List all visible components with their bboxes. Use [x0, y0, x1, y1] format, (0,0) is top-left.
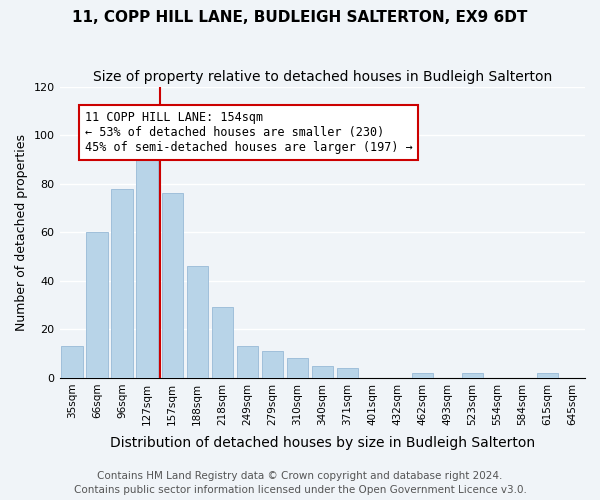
Bar: [287, 358, 308, 378]
Bar: [311, 366, 333, 378]
Bar: [112, 188, 133, 378]
Text: 11 COPP HILL LANE: 154sqm
← 53% of detached houses are smaller (230)
45% of semi: 11 COPP HILL LANE: 154sqm ← 53% of detac…: [85, 111, 412, 154]
Text: 11, COPP HILL LANE, BUDLEIGH SALTERTON, EX9 6DT: 11, COPP HILL LANE, BUDLEIGH SALTERTON, …: [73, 10, 527, 25]
Bar: [337, 368, 358, 378]
Bar: [262, 351, 283, 378]
Bar: [537, 373, 558, 378]
Bar: [86, 232, 108, 378]
Bar: [187, 266, 208, 378]
Y-axis label: Number of detached properties: Number of detached properties: [15, 134, 28, 330]
Bar: [412, 373, 433, 378]
Bar: [161, 194, 183, 378]
Bar: [212, 308, 233, 378]
Text: Contains HM Land Registry data © Crown copyright and database right 2024.
Contai: Contains HM Land Registry data © Crown c…: [74, 471, 526, 495]
Title: Size of property relative to detached houses in Budleigh Salterton: Size of property relative to detached ho…: [92, 70, 552, 84]
Bar: [462, 373, 483, 378]
Bar: [61, 346, 83, 378]
X-axis label: Distribution of detached houses by size in Budleigh Salterton: Distribution of detached houses by size …: [110, 436, 535, 450]
Bar: [136, 154, 158, 378]
Bar: [236, 346, 258, 378]
